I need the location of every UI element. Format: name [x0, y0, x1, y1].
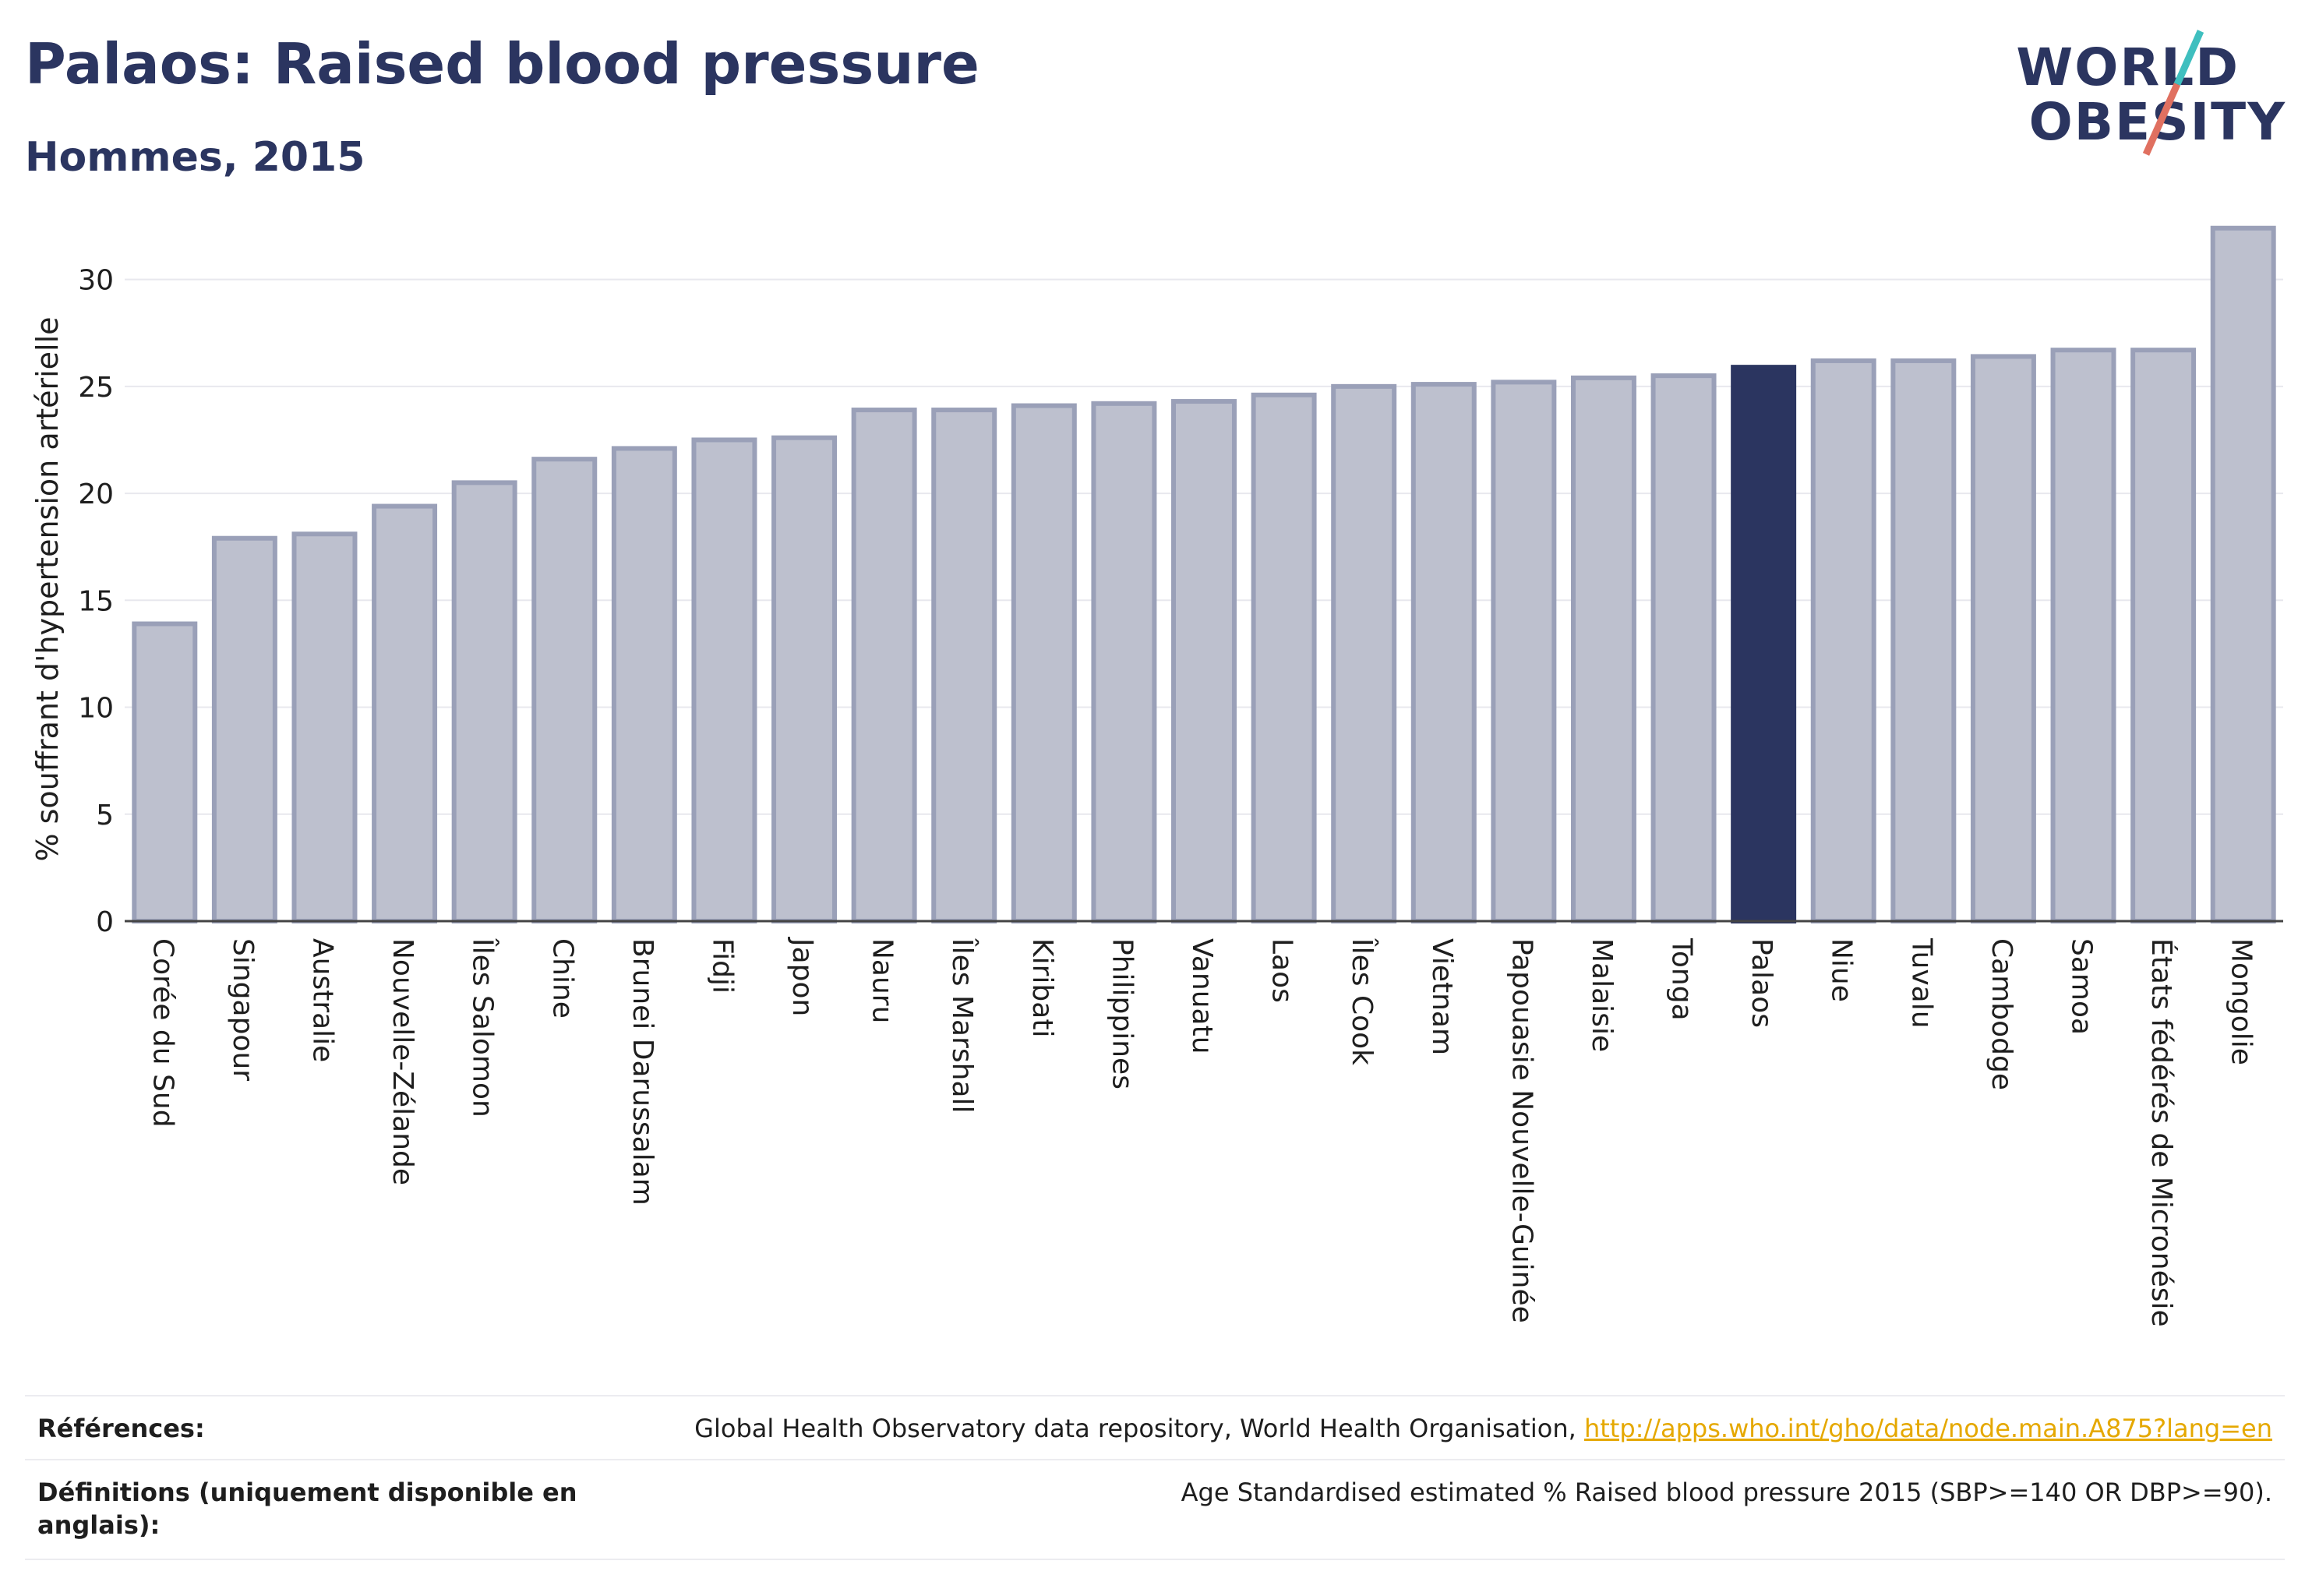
definitions-label: Définitions (uniquement disponible en ang…	[37, 1476, 577, 1541]
bar	[851, 408, 917, 923]
world-obesity-logo: WORLD OBESITY	[2016, 22, 2286, 162]
references-link[interactable]: http://apps.who.int/gho/data/node.main.A…	[1583, 1414, 2272, 1443]
references-value: Global Health Observatory data repositor…	[694, 1412, 2272, 1445]
bars	[132, 225, 2276, 924]
x-tick-label: Îles Marshall	[946, 937, 979, 1114]
bar	[1491, 380, 1557, 923]
x-tick-label: Singapour	[227, 938, 259, 1081]
logo-line-1: WORLD	[2016, 37, 2240, 97]
bar	[1011, 403, 1077, 923]
page-subtitle: Hommes, 2015	[25, 134, 365, 181]
bar	[931, 408, 997, 923]
definitions-row: Définitions (uniquement disponible en ang…	[25, 1459, 2285, 1560]
bar	[531, 457, 598, 923]
x-tick-label: Fidji	[706, 938, 738, 994]
x-tick-label: Mongolie	[2226, 938, 2257, 1065]
x-tick-label: Palaos	[1746, 938, 1777, 1028]
bar	[132, 621, 198, 923]
x-tick-label: Laos	[1266, 938, 1298, 1003]
x-tick-label: Philippines	[1106, 938, 1138, 1089]
x-tick-labels: Corée du Sud Singapour Australie Nouvelle-Z…	[146, 937, 2257, 1327]
bar	[1890, 358, 1957, 923]
bar	[2130, 348, 2197, 923]
x-tick-label: Îles Cook	[1346, 937, 1378, 1065]
bar	[451, 480, 517, 923]
x-tick-label: Niue	[1826, 938, 1858, 1002]
x-tick-label: Cambodge	[1986, 938, 2017, 1090]
y-tick-label: 25	[78, 372, 114, 404]
references-label: Références:	[37, 1414, 205, 1443]
logo-slash-icon	[2142, 30, 2204, 156]
definitions-label-line-1: Définitions (uniquement disponible en	[37, 1478, 577, 1507]
bar	[2050, 348, 2116, 923]
y-tick-label: 30	[78, 265, 114, 297]
bar	[372, 503, 438, 923]
x-tick-label: Nauru	[867, 938, 898, 1023]
x-tick-label: Chine	[546, 938, 578, 1019]
bar	[291, 531, 358, 923]
bar	[1810, 358, 1876, 923]
bar	[1650, 373, 1717, 924]
bar	[1331, 383, 1397, 924]
bar	[1731, 365, 1797, 924]
x-tick-label: Australie	[306, 938, 338, 1062]
bar	[1091, 401, 1157, 923]
x-tick-label: Kiribati	[1026, 938, 1058, 1037]
y-tick-label: 10	[78, 693, 114, 725]
bar-chart: 0 5 10 15 20 25 30 Corée du Sud Singapour Austra…	[30, 225, 2283, 1327]
references-row: Références: Global Health Observatory da…	[25, 1395, 2285, 1460]
x-tick-label: Vanuatu	[1186, 938, 1218, 1054]
x-tick-label: Vietnam	[1426, 938, 1458, 1055]
x-tick-label: Samoa	[2066, 938, 2098, 1035]
bar	[1970, 354, 2036, 924]
x-tick-label: Malaisie	[1586, 938, 1618, 1052]
y-tick-labels: 0 5 10 15 20 25 30	[78, 265, 114, 938]
definitions-label-line-2: anglais):	[37, 1510, 161, 1540]
bar	[1410, 382, 1477, 923]
x-tick-label: Corée du Sud	[146, 938, 178, 1128]
definitions-value: Age Standardised estimated % Raised bloo…	[1181, 1478, 2272, 1507]
x-tick-label: Brunei Darussalam	[627, 938, 658, 1206]
y-tick-label: 5	[96, 800, 114, 832]
bar	[1251, 392, 1317, 924]
x-tick-label: Tonga	[1666, 937, 1698, 1021]
bar	[1570, 375, 1636, 924]
bar	[611, 446, 677, 923]
x-tick-label: Tuvalu	[1905, 937, 1937, 1029]
y-tick-label: 15	[78, 585, 114, 617]
x-tick-label: Îles Salomon	[467, 937, 499, 1118]
x-tick-label: Japon	[786, 937, 818, 1016]
y-axis-label: % souffrant d'hypertension artérielle	[30, 316, 65, 861]
references-text: Global Health Observatory data repositor…	[694, 1414, 1584, 1443]
bar	[691, 437, 757, 923]
y-tick-label: 0	[96, 906, 114, 938]
page-title: Palaos: Raised blood pressure	[25, 31, 980, 97]
bar	[771, 435, 838, 923]
bar	[1171, 399, 1237, 923]
x-tick-label: Papouasie Nouvelle-Guinée	[1505, 938, 1537, 1323]
x-tick-label: États fédérés de Micronésie	[2145, 938, 2178, 1327]
x-tick-label: Nouvelle-Zélande	[387, 938, 418, 1185]
bar	[2210, 225, 2276, 923]
bar	[211, 535, 277, 924]
y-tick-label: 20	[78, 478, 114, 510]
